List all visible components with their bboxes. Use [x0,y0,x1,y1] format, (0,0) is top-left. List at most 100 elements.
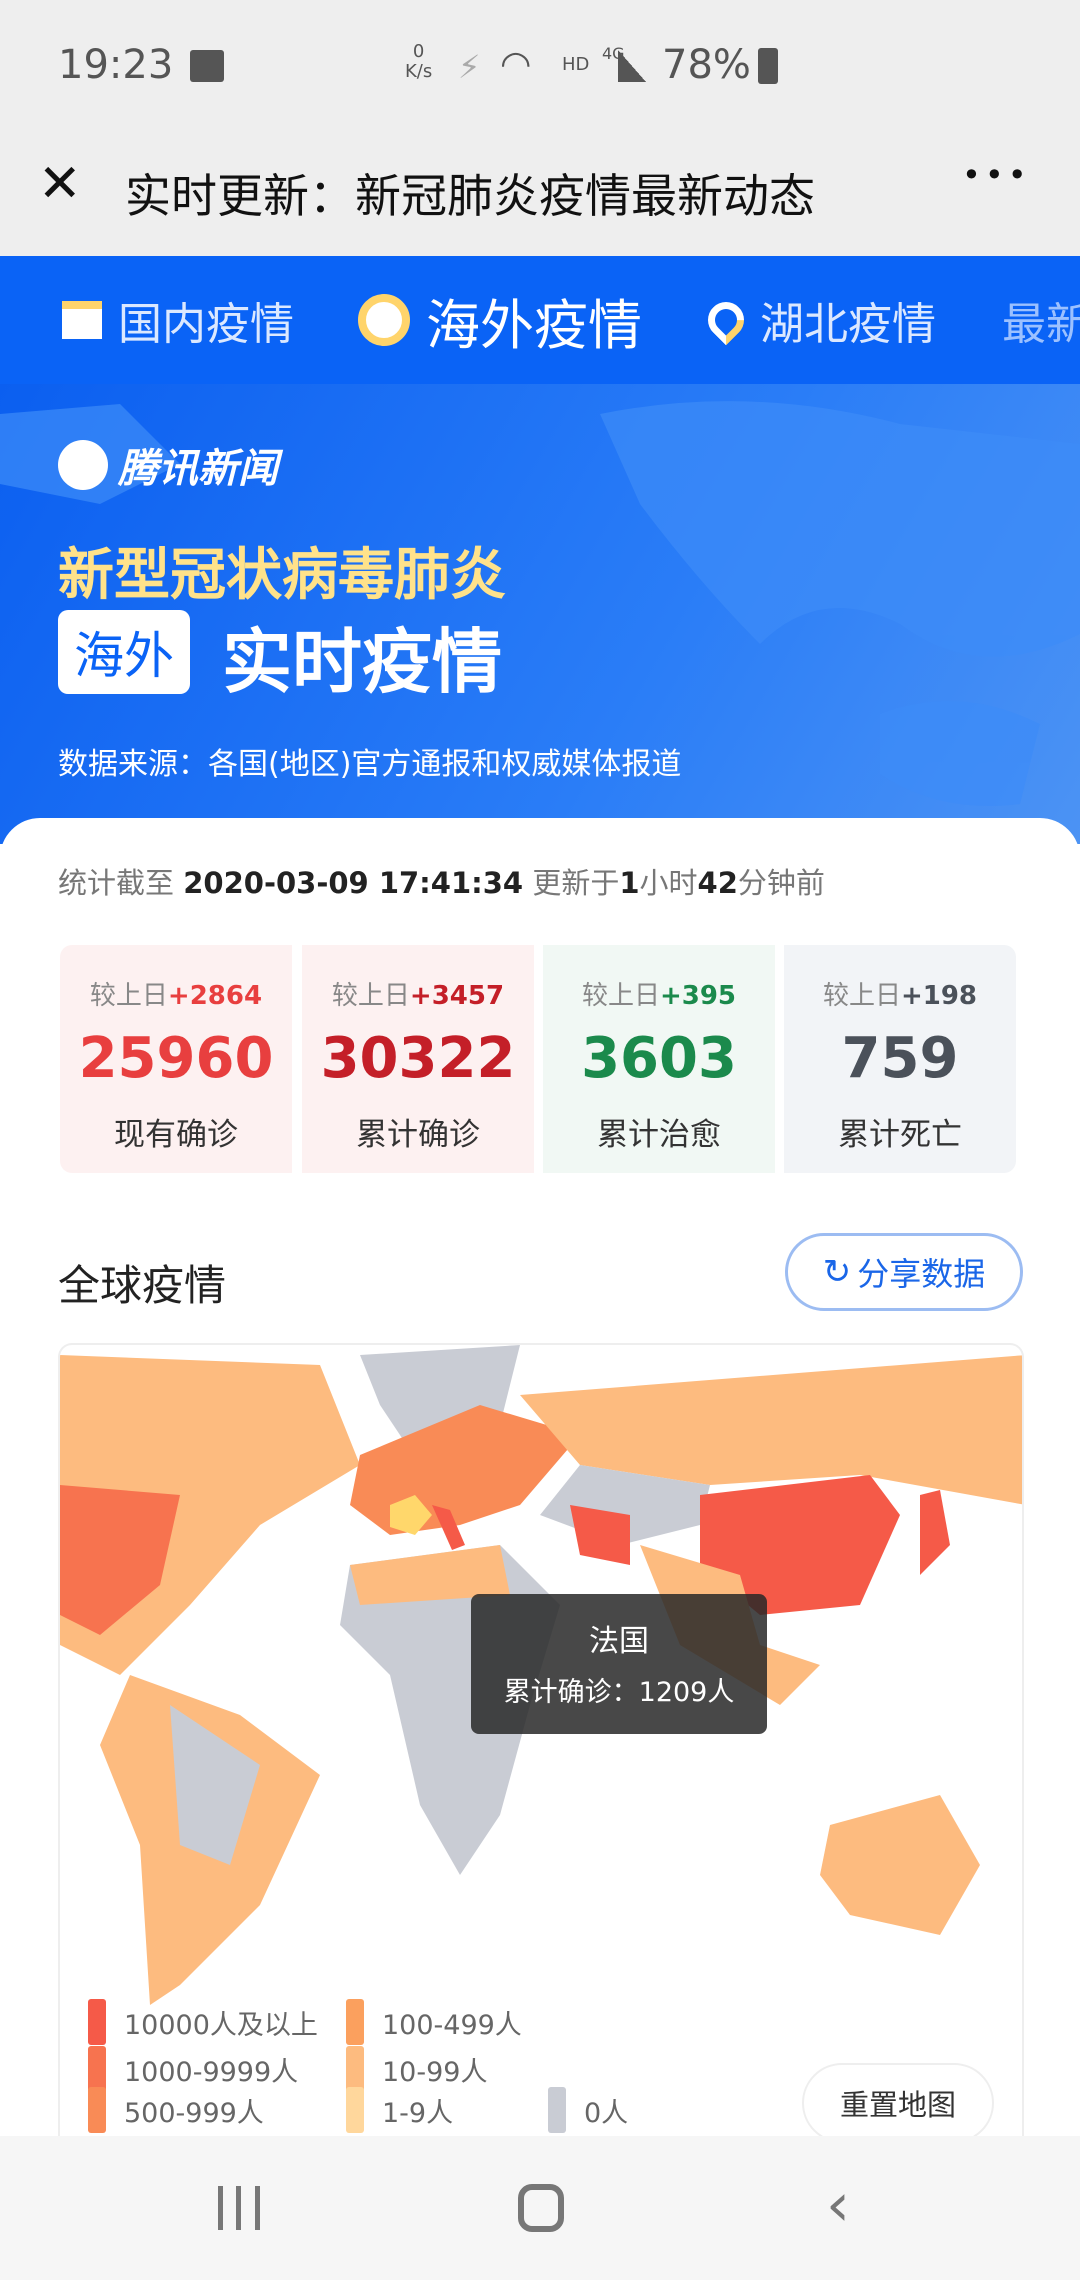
delta-value: +3457 [409,981,505,1011]
france [390,1495,432,1535]
stat-label: 现有确诊 [114,1117,238,1153]
net-speed-unit: K/s [405,61,433,82]
stat-label: 累计治愈 [597,1117,721,1153]
legend-swatch [548,2087,566,2133]
legend-label: 1000-9999人 [124,2056,299,2088]
tooltip-country: 法国 [589,1624,649,1659]
stat-label: 累计死亡 [838,1117,962,1153]
title-bar: ✕ 实时更新：新冠肺炎疫情最新动态 ••• [0,130,1080,256]
tab-domestic[interactable]: 国内疫情 [62,256,294,384]
stat-value: 759 [841,1026,959,1091]
recent-apps-icon[interactable] [218,2186,260,2230]
banner-headline: 新型冠状病毒肺炎 [58,543,506,608]
ts-datetime: 2020-03-09 17:41:34 [183,866,524,900]
stat-label: 累计确诊 [356,1117,480,1153]
battery-percent: 78% [662,42,751,88]
logo-text: 腾讯新闻 [118,446,278,492]
tab-label: 海外疫情 [426,293,642,357]
ts-hours: 1 [619,866,640,900]
back-icon[interactable]: ‹ [826,2170,850,2240]
tooltip-value: 1209人 [638,1677,735,1708]
legend-swatch [88,2087,106,2133]
ts-minutes: 42 [697,866,738,900]
location-pin-icon [700,294,752,346]
battery-icon [758,48,778,84]
bell-icon [58,440,108,490]
stat-value: 3603 [581,1026,737,1091]
stat-total-recovered: 较上日+395 3603 累计治愈 [543,945,775,1173]
legend-swatch [88,2046,106,2092]
tab-label: 国内疫情 [118,299,294,350]
legend-label: 1-9人 [382,2097,454,2129]
map-tooltip: 法国 累计确诊：1209人 [471,1594,767,1734]
ts-updated: 更新于 [532,866,620,900]
banner-subheadline: 实时疫情 [222,621,502,703]
legend-label: 100-499人 [382,2009,522,2041]
tab-bar: 国内疫情 海外疫情 湖北疫情 最新 [0,256,1080,384]
share-label: 分享数据 [857,1255,986,1293]
tooltip-label: 累计确诊： [503,1677,639,1708]
stat-current-confirmed: 较上日+2864 25960 现有确诊 [60,945,292,1173]
delta-label: 较上日 [331,981,410,1011]
data-source: 数据来源：各国(地区)官方通报和权威媒体报道 [58,747,682,782]
ts-minutes-unit: 分钟前 [737,866,825,900]
chart-icon [62,301,102,339]
delta-value: +395 [659,981,737,1011]
tencent-news-logo: 腾讯新闻 [58,436,278,494]
iran [570,1505,630,1565]
stat-total-deaths: 较上日+198 759 累计死亡 [784,945,1016,1173]
wifi-icon: ◠ [500,44,532,85]
status-bar: 19:23 0 K/s ⚡ ◠ HD 4G 78% [0,0,1080,130]
share-data-button[interactable]: ↻ 分享数据 [785,1233,1023,1311]
ts-hours-unit: 小时 [639,866,698,900]
legend-item: 10000人及以上 [88,1999,318,2045]
australia [820,1795,980,1935]
tab-overseas[interactable]: 海外疫情 [358,256,642,384]
charging-icon: ⚡ [458,48,481,86]
stat-value: 25960 [78,1026,274,1091]
legend-label: 0人 [584,2097,629,2129]
section-title: 全球疫情 [58,1261,227,1310]
net-speed: 0 K/s [405,42,432,82]
hd-label: HD [562,54,590,75]
reset-map-button[interactable]: 重置地图 [802,2063,994,2136]
home-icon[interactable] [518,2184,564,2232]
stats-timestamp: 统计截至 2020-03-09 17:41:34 更新于1小时42分钟前 [58,860,825,902]
delta-label: 较上日 [581,981,660,1011]
legend-item: 10-99人 [346,2046,487,2092]
legend-item: 1-9人 [346,2087,453,2133]
tab-label: 湖北疫情 [760,299,936,350]
image-notification-icon [190,50,224,82]
russia [520,1355,1022,1505]
legend-item: 100-499人 [346,1999,522,2045]
delta-value: +198 [900,981,978,1011]
legend-swatch [346,1999,364,2045]
world-map[interactable]: 法国 累计确诊：1209人 10000人及以上 1000-9999人 500-9… [58,1343,1024,2136]
usa [60,1485,180,1635]
delta-label: 较上日 [822,981,901,1011]
legend-item: 1000-9999人 [88,2046,298,2092]
legend-label: 10000人及以上 [124,2009,318,2041]
china [700,1475,900,1615]
share-icon: ↻ [822,1252,852,1292]
more-icon[interactable]: ••• [962,156,1031,194]
banner: 腾讯新闻 新型冠状病毒肺炎 海外 实时疫情 数据来源：各国(地区)官方通报和权威… [0,384,1080,844]
delta-label: 较上日 [89,981,168,1011]
korea-japan [920,1490,950,1575]
map-svg [60,1345,1022,2005]
clock: 19:23 [58,42,174,88]
stat-value: 30322 [320,1026,516,1091]
legend-swatch [88,1999,106,2045]
close-icon[interactable]: ✕ [38,154,82,214]
tab-hubei[interactable]: 湖北疫情 [700,256,936,384]
globe-icon [358,294,410,346]
overseas-badge: 海外 [58,610,190,694]
south-america-inner [170,1705,260,1865]
legend-item: 0人 [548,2087,628,2133]
tab-label: 最新 [1002,299,1080,350]
page-title: 实时更新：新冠肺炎疫情最新动态 [125,169,815,223]
tab-latest[interactable]: 最新 [1002,256,1080,384]
ts-prefix: 统计截至 [58,866,175,900]
north-africa [350,1545,510,1605]
legend-item: 500-999人 [88,2087,264,2133]
